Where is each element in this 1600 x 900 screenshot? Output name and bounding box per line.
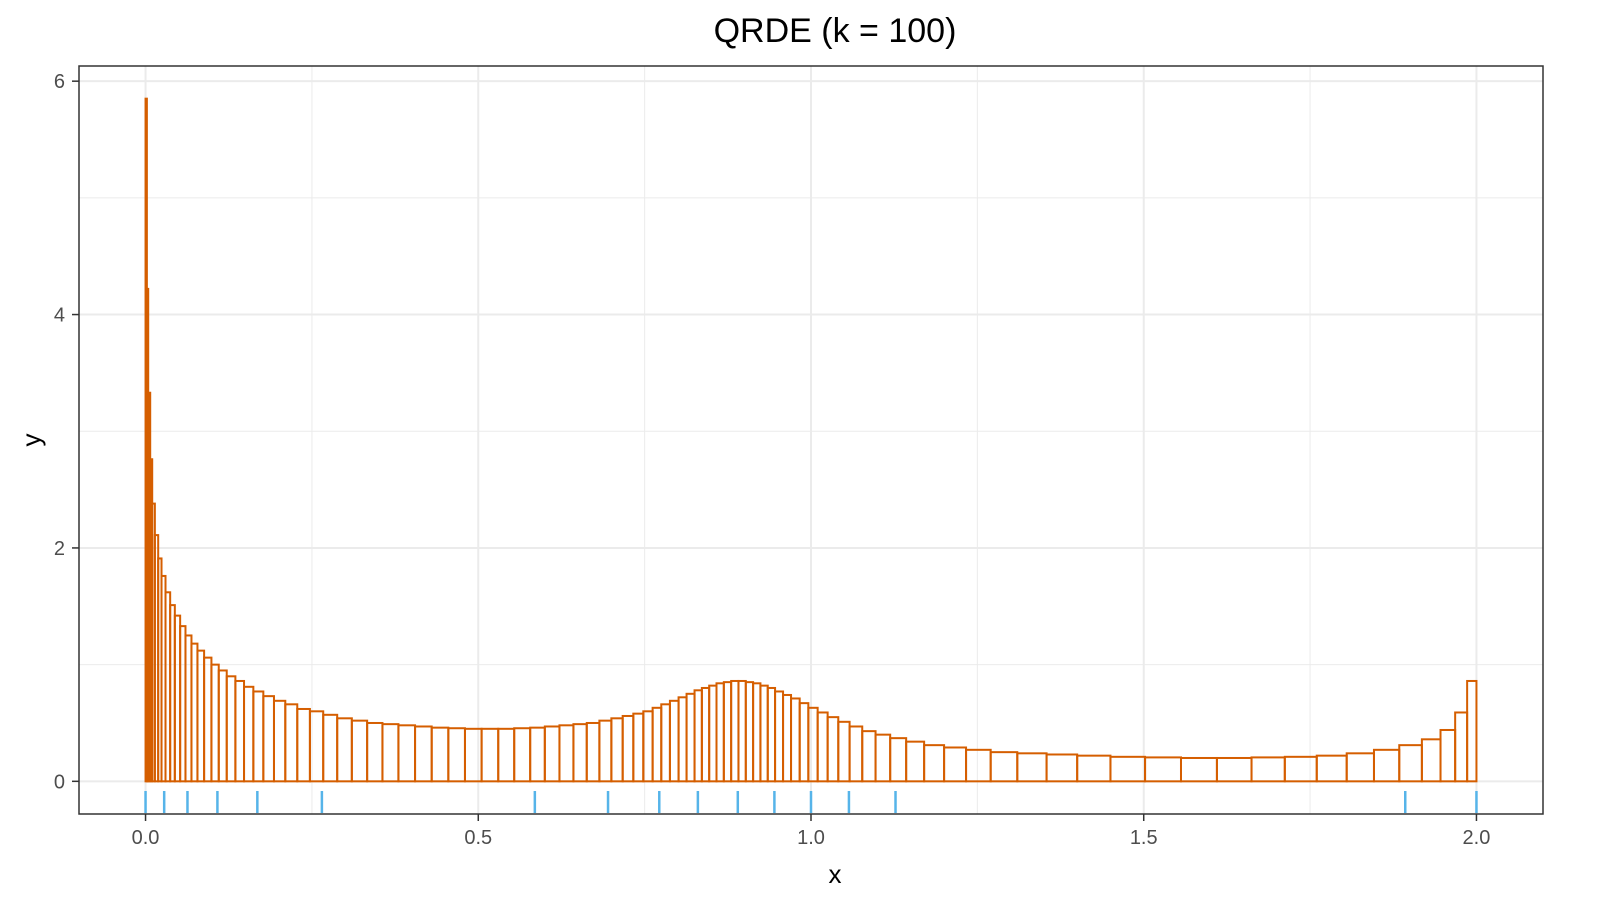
histogram-bar bbox=[1466, 679, 1478, 783]
y-tick-label: 0 bbox=[54, 771, 65, 793]
y-axis: 0 2 4 6 bbox=[54, 71, 79, 793]
chart-title: QRDE (k = 100) bbox=[714, 12, 957, 50]
y-tick-label: 2 bbox=[54, 538, 65, 560]
x-tick-label: 2.0 bbox=[1463, 827, 1491, 849]
y-axis-title: y bbox=[16, 434, 46, 447]
x-tick-label: 0.0 bbox=[132, 827, 160, 849]
rug-group bbox=[144, 791, 1478, 813]
bars-group bbox=[144, 97, 1478, 783]
x-axis-title: x bbox=[829, 859, 842, 889]
y-tick-label: 4 bbox=[54, 305, 65, 327]
y-tick-label: 6 bbox=[54, 71, 65, 93]
x-tick-label: 0.5 bbox=[464, 827, 492, 849]
x-axis: 0.0 0.5 1.0 1.5 2.0 bbox=[132, 814, 1491, 849]
x-tick-label: 1.5 bbox=[1130, 827, 1158, 849]
x-tick-label: 1.0 bbox=[797, 827, 825, 849]
